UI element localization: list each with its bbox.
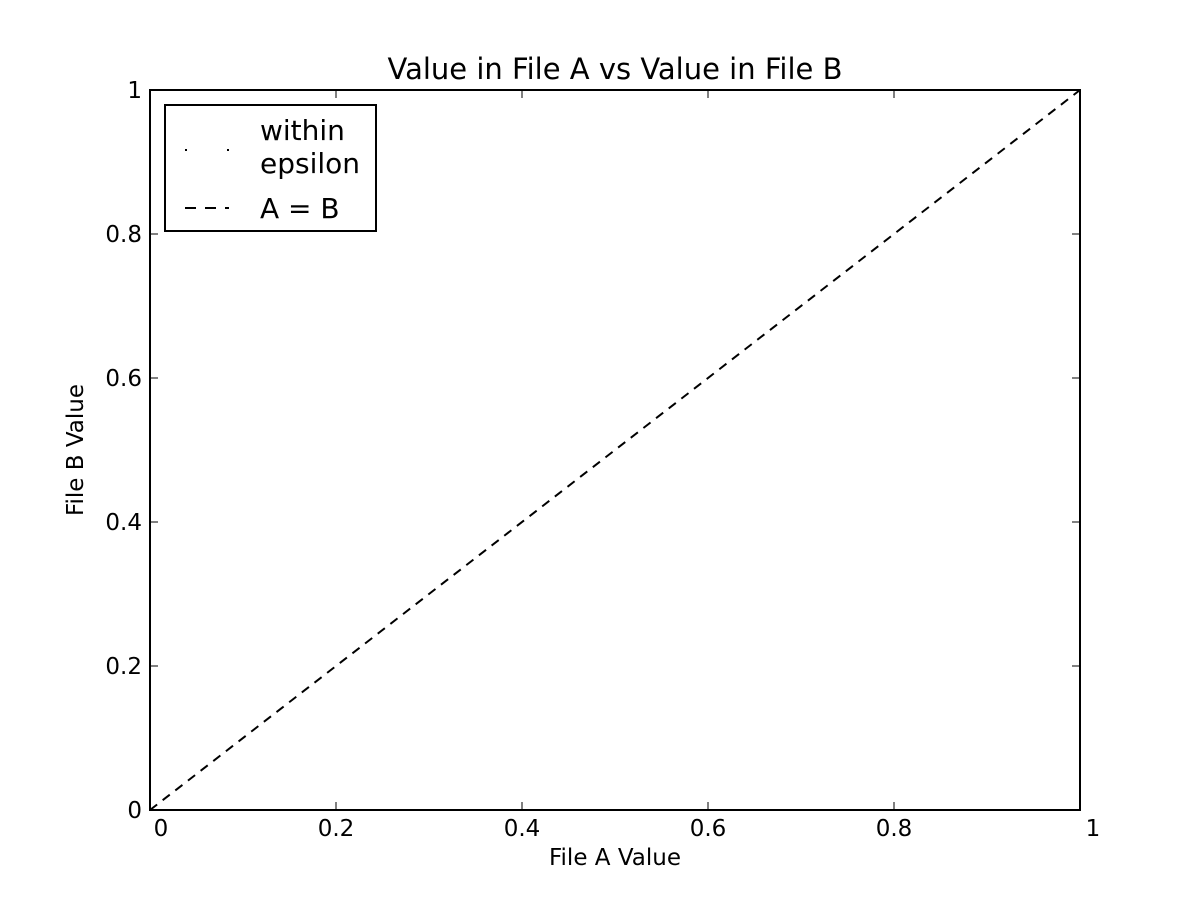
plot-border — [149, 89, 1081, 811]
plot-frame — [149, 89, 1081, 811]
y-tick-label: 0.6 — [105, 366, 142, 392]
x-tick-label: 0.8 — [876, 816, 913, 842]
x-tick-label: 0.6 — [690, 816, 727, 842]
plot-area — [149, 89, 1081, 811]
chart-title: Value in File A vs Value in File B — [388, 52, 843, 86]
legend-label: within — [260, 114, 345, 147]
series-line-1 — [149, 89, 1081, 811]
x-axis-label: File A Value — [549, 845, 681, 871]
x-tick-label: 0.2 — [318, 816, 355, 842]
legend-label: epsilon — [260, 147, 360, 180]
y-tick-label: 0.8 — [105, 222, 142, 248]
x-tick-label: 0 — [154, 816, 169, 842]
axis-ticks: 0 0.2 0.4 0.6 0.8 1 0 0.2 0.4 0.6 0.8 1 — [105, 78, 1100, 842]
y-tick-label: 0.2 — [105, 654, 142, 680]
legend-marker-point — [227, 149, 229, 151]
y-axis-label: File B Value — [63, 384, 89, 516]
legend-marker-point — [185, 149, 187, 151]
y-tick-label: 0.4 — [105, 510, 142, 536]
y-tick-label: 1 — [127, 78, 142, 104]
x-tick-label: 0.4 — [504, 816, 541, 842]
legend-label: A = B — [260, 192, 340, 225]
legend-box — [164, 104, 377, 232]
y-tick-label: 0 — [127, 798, 142, 824]
x-tick-label: 1 — [1086, 816, 1101, 842]
